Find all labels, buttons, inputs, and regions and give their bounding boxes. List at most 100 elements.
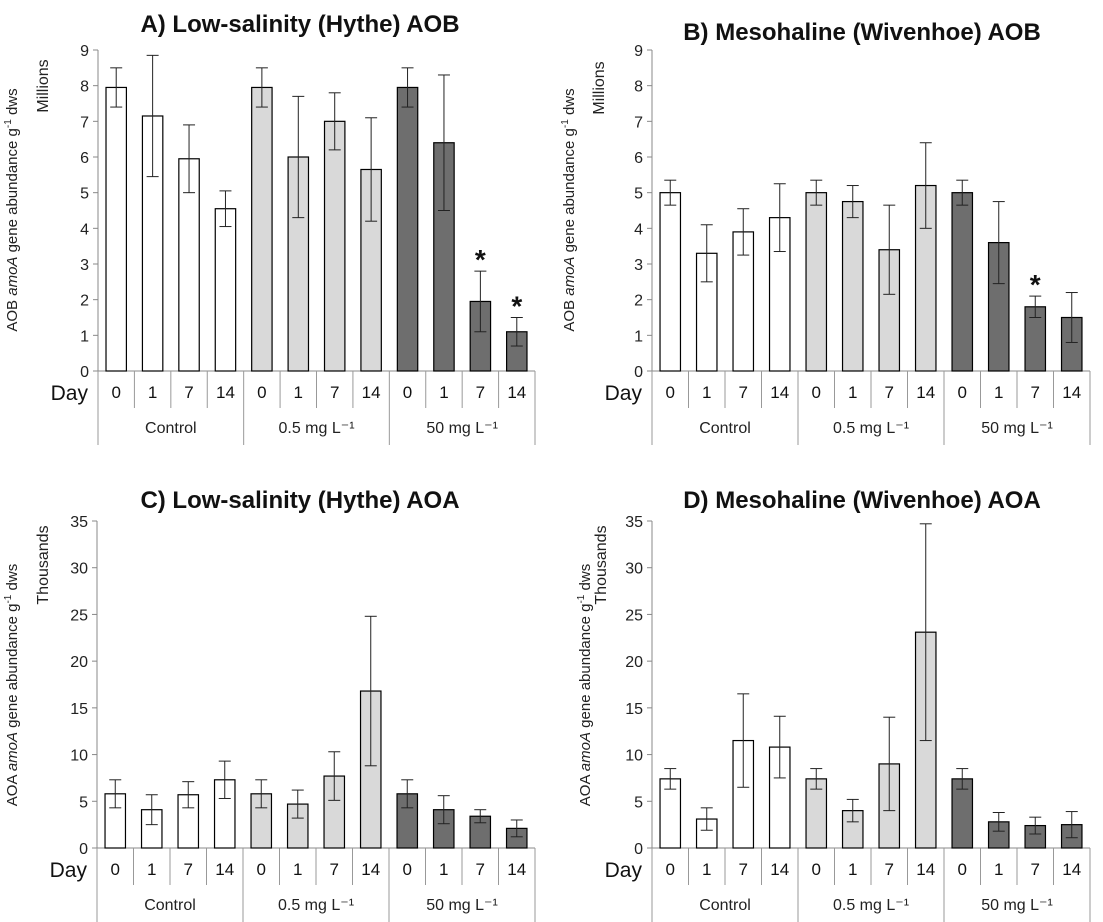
- y-tick-label: 5: [634, 186, 643, 203]
- group-label: 50 mg L⁻¹: [981, 897, 1053, 914]
- x-tick-label: 1: [439, 383, 448, 402]
- x-tick-label: 14: [916, 383, 935, 402]
- y-tick-label: 6: [634, 150, 643, 167]
- y-tick-label: 6: [80, 150, 89, 167]
- x-tick-label: 1: [994, 383, 1003, 402]
- x-tick-label: 0: [257, 383, 266, 402]
- y-tick-label: 1: [80, 328, 89, 345]
- y-axis-unit: Thousands: [35, 525, 52, 604]
- x-tick-label: 0: [111, 860, 120, 879]
- x-tick-label: 7: [739, 383, 748, 402]
- x-tick-label: 7: [885, 860, 894, 879]
- x-tick-label: 14: [1062, 860, 1081, 879]
- x-tick-label: 1: [702, 860, 711, 879]
- y-tick-label: 35: [70, 514, 88, 531]
- x-tick-label: 0: [111, 383, 120, 402]
- y-tick-label: 20: [70, 654, 88, 671]
- y-tick-label: 5: [634, 794, 643, 811]
- y-axis-label: AOA amoA gene abundance g-1 dws: [3, 564, 21, 806]
- x-tick-label: 1: [702, 383, 711, 402]
- y-tick-label: 3: [80, 257, 89, 274]
- significance-marker: *: [511, 291, 522, 322]
- x-tick-label: 7: [739, 860, 748, 879]
- y-tick-label: 1: [634, 328, 643, 345]
- bar: [105, 86, 128, 372]
- x-tick-label: 7: [1031, 383, 1040, 402]
- y-tick-label: 30: [625, 561, 643, 578]
- x-tick-label: 14: [507, 383, 526, 402]
- y-tick-label: 10: [625, 748, 643, 765]
- significance-marker: *: [475, 244, 486, 275]
- group-label: 0.5 mg L⁻¹: [278, 420, 354, 437]
- y-tick-label: 0: [80, 364, 89, 381]
- x-tick-label: 7: [330, 860, 339, 879]
- y-tick-label: 35: [625, 514, 643, 531]
- x-tick-label: 0: [666, 860, 675, 879]
- y-axis-label: AOB amoA gene abundance g-1 dws: [560, 88, 578, 331]
- x-tick-label: 7: [885, 383, 894, 402]
- x-tick-label: 1: [994, 860, 1003, 879]
- x-tick-label: 14: [362, 383, 381, 402]
- x-tick-label: 14: [215, 860, 234, 879]
- group-label: 50 mg L⁻¹: [426, 897, 498, 914]
- y-tick-label: 20: [625, 654, 643, 671]
- x-tick-label: 1: [147, 860, 156, 879]
- group-label: 50 mg L⁻¹: [426, 420, 498, 437]
- group-label: Control: [145, 420, 197, 437]
- x-tick-label: 7: [476, 860, 485, 879]
- y-tick-label: 25: [625, 607, 643, 624]
- chart-panel-c: C) Low-salinity (Hythe) AOA0510152025303…: [3, 487, 536, 922]
- x-tick-label: 14: [770, 383, 789, 402]
- y-tick-label: 0: [634, 841, 643, 858]
- y-tick-label: 15: [625, 701, 643, 718]
- x-axis-label: Day: [605, 859, 643, 882]
- group-label: Control: [699, 420, 751, 437]
- x-tick-label: 14: [507, 860, 526, 879]
- bar: [805, 192, 828, 372]
- x-tick-label: 0: [403, 383, 412, 402]
- x-tick-label: 0: [812, 860, 821, 879]
- y-axis-label: AOB amoA gene abundance g-1 dws: [3, 88, 21, 331]
- bar: [251, 86, 273, 372]
- chart-title: D) Mesohaline (Wivenhoe) AOA: [683, 487, 1041, 514]
- x-tick-label: 0: [666, 383, 675, 402]
- bar: [323, 120, 346, 372]
- group-label: 0.5 mg L⁻¹: [833, 897, 909, 914]
- x-tick-label: 7: [330, 383, 339, 402]
- y-tick-label: 8: [634, 79, 643, 96]
- y-tick-label: 7: [80, 114, 89, 131]
- chart-title: B) Mesohaline (Wivenhoe) AOB: [683, 19, 1041, 46]
- x-tick-label: 14: [770, 860, 789, 879]
- chart-title: A) Low-salinity (Hythe) AOB: [140, 11, 459, 38]
- group-label: Control: [699, 897, 751, 914]
- x-tick-label: 1: [293, 860, 302, 879]
- x-tick-label: 14: [916, 860, 935, 879]
- x-tick-label: 7: [476, 383, 485, 402]
- x-tick-label: 0: [812, 383, 821, 402]
- x-tick-label: 7: [1031, 860, 1040, 879]
- x-tick-label: 1: [848, 860, 857, 879]
- x-tick-label: 7: [184, 860, 193, 879]
- y-tick-label: 4: [80, 221, 89, 238]
- x-tick-label: 1: [148, 383, 157, 402]
- x-axis-label: Day: [605, 382, 643, 405]
- x-tick-label: 0: [958, 383, 967, 402]
- x-axis-label: Day: [50, 859, 88, 882]
- chart-panel-b: B) Mesohaline (Wivenhoe) AOB 0 1 2 3 4 5 6 7 8 9 AO…: [560, 19, 1091, 445]
- x-axis-label: Day: [51, 382, 89, 405]
- y-tick-label: 3: [634, 257, 643, 274]
- x-tick-label: 14: [361, 860, 380, 879]
- x-tick-label: 1: [848, 383, 857, 402]
- x-tick-label: 0: [257, 860, 266, 879]
- bar: [396, 86, 419, 372]
- y-tick-label: 2: [80, 293, 89, 310]
- group-label: 0.5 mg L⁻¹: [278, 897, 354, 914]
- y-tick-label: 9: [634, 43, 643, 60]
- y-axis-unit: Thousands: [593, 525, 610, 604]
- y-tick-label: 8: [80, 79, 89, 96]
- bar: [951, 192, 974, 372]
- y-tick-label: 0: [634, 364, 643, 381]
- chart-title: C) Low-salinity (Hythe) AOA: [140, 487, 459, 514]
- x-tick-label: 14: [216, 383, 235, 402]
